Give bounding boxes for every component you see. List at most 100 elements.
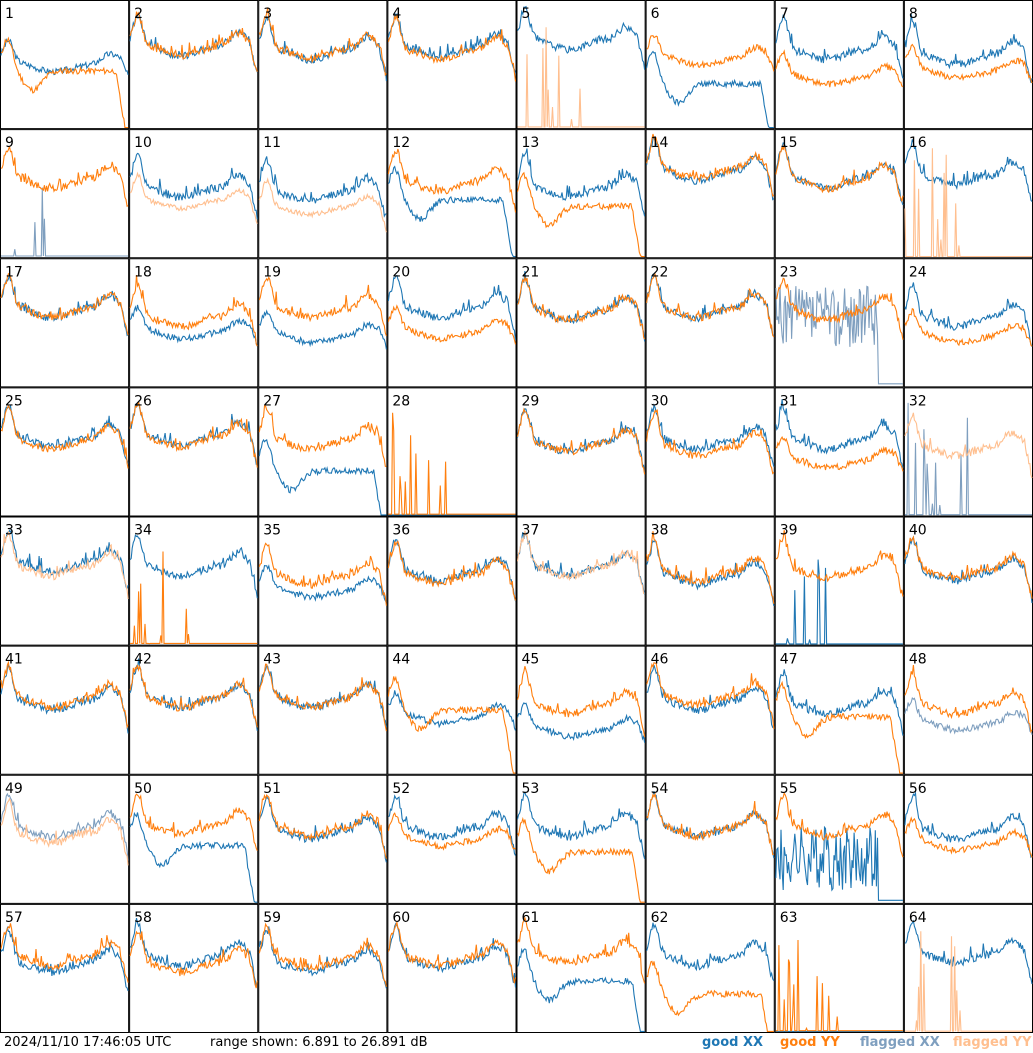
panel-frame: [903, 0, 1033, 130]
panel-33: 33: [0, 516, 130, 646]
panel-17: 17: [0, 258, 130, 388]
series-yy: [646, 133, 775, 198]
series-xx: [1, 187, 129, 257]
series-yy: [0, 923, 129, 983]
series-xx: [259, 309, 387, 350]
series-yy: [904, 307, 1033, 347]
panel-label: 11: [263, 135, 281, 151]
panel-frame: [903, 903, 1033, 1033]
panel-label: 19: [263, 264, 281, 280]
series-yy: [646, 35, 775, 72]
panel-frame: [516, 903, 646, 1033]
series-yy: [646, 531, 775, 604]
panel-61: 61: [516, 903, 646, 1033]
series-xx: [775, 14, 904, 79]
series-yy: [904, 816, 1033, 858]
panel-49: 49: [0, 774, 130, 904]
panel-12: 12: [387, 129, 517, 259]
panel-frame: [129, 774, 259, 904]
series-xx: [387, 12, 517, 74]
panel-label: 58: [134, 910, 152, 926]
panel-label: 17: [5, 264, 23, 280]
panel-label: 50: [134, 781, 152, 797]
panel-50: 50: [129, 774, 259, 904]
series-xx: [904, 919, 1033, 985]
panel-25: 25: [0, 387, 130, 517]
panel-frame: [387, 129, 517, 259]
panel-frame: [903, 774, 1033, 904]
series-xx: [775, 825, 903, 901]
panel-42: 42: [129, 645, 259, 775]
panel-frame: [258, 258, 388, 388]
panel-label: 63: [780, 910, 798, 926]
panel-28: 28: [387, 387, 517, 517]
panel-56: 56: [903, 774, 1033, 904]
panel-frame: [258, 387, 388, 517]
series-xx: [646, 50, 774, 129]
panel-label: 35: [263, 523, 281, 539]
panel-frame: [516, 774, 646, 904]
panel-label: 46: [651, 652, 669, 668]
panel-3: 3: [258, 0, 388, 130]
series-xx: [129, 304, 258, 347]
series-yy: [387, 675, 516, 774]
series-yy: [387, 14, 517, 82]
panel-8: 8: [903, 0, 1033, 130]
panel-38: 38: [645, 516, 775, 646]
panel-label: 33: [5, 523, 23, 539]
series-yy: [775, 939, 903, 1032]
series-xx: [646, 403, 775, 467]
legend-flagged-xx: flagged XX: [860, 1035, 940, 1050]
panel-47: 47: [774, 645, 904, 775]
panel-label: 28: [392, 393, 410, 409]
panel-frame: [0, 258, 130, 388]
series-xx: [258, 15, 387, 82]
panel-54: 54: [645, 774, 775, 904]
panel-frame: [129, 903, 259, 1033]
panel-frame: [387, 258, 517, 388]
panel-36: 36: [387, 516, 517, 646]
panel-52: 52: [387, 774, 517, 904]
series-yy: [646, 272, 775, 338]
panel-label: 7: [780, 6, 789, 22]
panel-label: 43: [263, 652, 281, 668]
panel-frame: [774, 516, 904, 646]
range-text: range shown: 6.891 to 26.891 dB: [210, 1035, 428, 1050]
series-xx: [129, 811, 258, 903]
panel-51: 51: [258, 774, 388, 904]
series-yy: [129, 400, 258, 468]
series-xx: [0, 38, 129, 76]
panel-48: 48: [903, 645, 1033, 775]
panel-label: 48: [909, 652, 927, 668]
panel-2: 2: [129, 0, 259, 130]
series-xx: [387, 274, 517, 341]
panel-label: 29: [522, 393, 540, 409]
panel-27: 27: [258, 387, 388, 517]
series-yy: [775, 49, 904, 88]
panel-57: 57: [0, 903, 130, 1033]
series-yy: [0, 272, 129, 336]
series-yy: [387, 148, 517, 213]
panel-34: 34: [129, 516, 259, 646]
panel-23: 23: [774, 258, 904, 388]
series-xx: [775, 284, 903, 385]
series-yy: [129, 793, 258, 851]
series-xx: [129, 152, 258, 220]
series-yy: [516, 407, 646, 475]
panel-5: 5: [516, 0, 646, 130]
series-yy: [646, 792, 774, 856]
panel-label: 12: [392, 135, 410, 151]
panel-label: 38: [651, 523, 669, 539]
series-xx: [904, 14, 1033, 83]
panel-label: 47: [780, 652, 798, 668]
panel-label: 1: [5, 6, 14, 22]
panel-frame: [0, 129, 130, 259]
panel-label: 23: [780, 264, 798, 280]
series-yy: [775, 277, 904, 340]
panel-11: 11: [258, 129, 388, 259]
series-xx: [775, 399, 904, 468]
series-xx: [387, 165, 516, 258]
series-yy: [258, 793, 387, 859]
panel-label: 56: [909, 781, 927, 797]
